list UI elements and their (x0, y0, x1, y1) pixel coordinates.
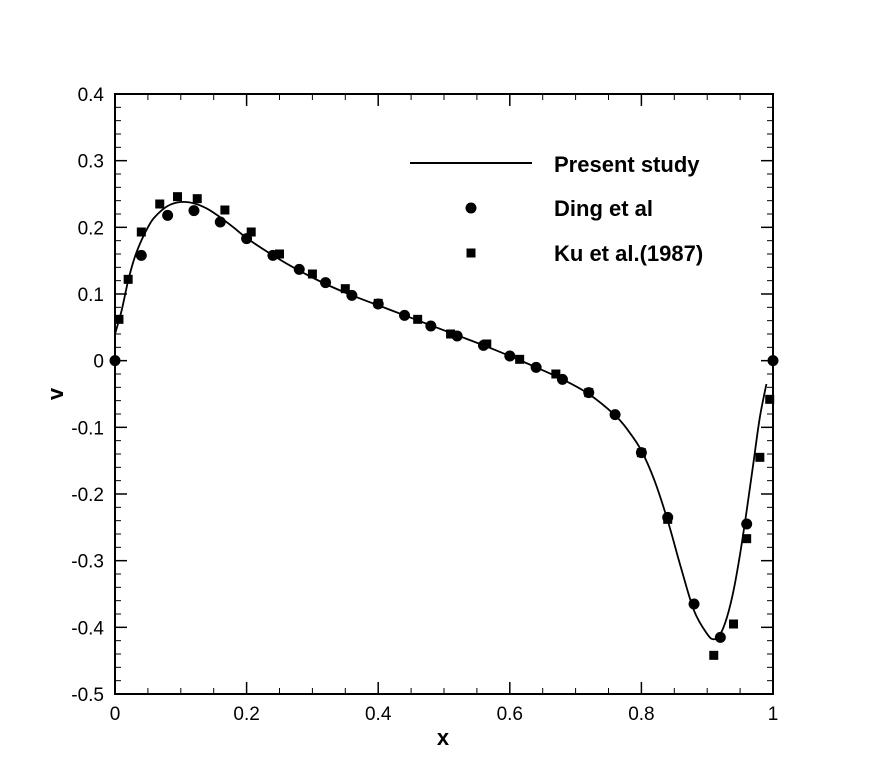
x-tick-label: 0.6 (497, 704, 523, 725)
ding-data-point (188, 205, 200, 217)
plot-layer (109, 192, 779, 660)
y-tick-label: 0.4 (78, 85, 105, 106)
ku-data-point (755, 452, 765, 462)
ding-data-point (320, 277, 332, 289)
ku-data-point (220, 205, 230, 215)
ku-data-point (155, 199, 165, 209)
y-tick-label: 0 (93, 352, 104, 373)
ku-data-point (663, 514, 673, 524)
ku-data-point (551, 369, 561, 379)
ku-data-point (275, 249, 284, 259)
ku-data-point (729, 619, 739, 629)
ku-data-point (709, 650, 719, 660)
ding-data-point (214, 216, 226, 228)
ku-data-point (123, 274, 133, 284)
y-tick-label: -0.5 (71, 685, 104, 706)
y-tick-label: 0.1 (78, 285, 104, 306)
legend-label-ding: Ding et al (554, 196, 653, 221)
ku-data-point (413, 314, 423, 324)
legend-circle-swatch (465, 202, 477, 214)
ku-data-point (307, 269, 317, 279)
ku-data-point (192, 194, 202, 204)
y-tick-label: 0.3 (78, 152, 104, 173)
x-tick-label: 0.8 (628, 704, 654, 725)
ding-data-point (135, 249, 147, 261)
ku-data-point (636, 448, 646, 458)
ku-data-point (446, 329, 456, 339)
ku-data-point (765, 394, 775, 404)
ku-data-point (482, 339, 492, 349)
ku-data-point (373, 298, 383, 308)
ding-data-point (425, 320, 437, 332)
y-tick-label: -0.2 (71, 485, 104, 506)
ding-data-point (688, 598, 700, 610)
ku-data-point (742, 534, 752, 544)
ding-data-point (609, 409, 621, 421)
legend: Present study Ding et al Ku et al.(1987) (410, 152, 703, 266)
ding-data-point (399, 309, 411, 321)
legend-label-ku: Ku et al.(1987) (554, 241, 703, 266)
y-tick-label: -0.1 (71, 418, 104, 439)
x-tick-label: 0.4 (365, 704, 392, 725)
ticks-layer: 0 0.2 0.4 0.6 0.8 1 -0.5 -0.4 -0.3 -0.2 -0.1 0 0.1 0.… (71, 85, 778, 725)
y-tick-label: -0.4 (71, 618, 104, 639)
ding-data-point (162, 209, 174, 221)
ku-data-point (246, 227, 256, 237)
ding-data-point (530, 361, 542, 373)
ku-data-point (584, 388, 594, 398)
ding-data-point (714, 631, 726, 643)
legend-square-swatch (466, 248, 476, 258)
ku-data-point (515, 354, 525, 364)
x-tick-label: 1 (768, 704, 779, 725)
y-axis-label: v (43, 387, 68, 400)
ku-data-point (340, 284, 350, 294)
ding-data-point (504, 350, 516, 362)
ku-data-point (136, 227, 146, 237)
y-tick-label: -0.3 (71, 552, 104, 573)
ding-data-point (741, 518, 753, 530)
x-axis-label: x (437, 725, 450, 750)
legend-label-present-study: Present study (554, 152, 700, 177)
y-tick-label: 0.2 (78, 218, 104, 239)
x-tick-label: 0.2 (233, 704, 259, 725)
ku-data-point (173, 192, 183, 202)
ding-data-point (293, 263, 305, 275)
x-tick-label: 0 (110, 704, 121, 725)
ku-data-point (114, 314, 124, 324)
